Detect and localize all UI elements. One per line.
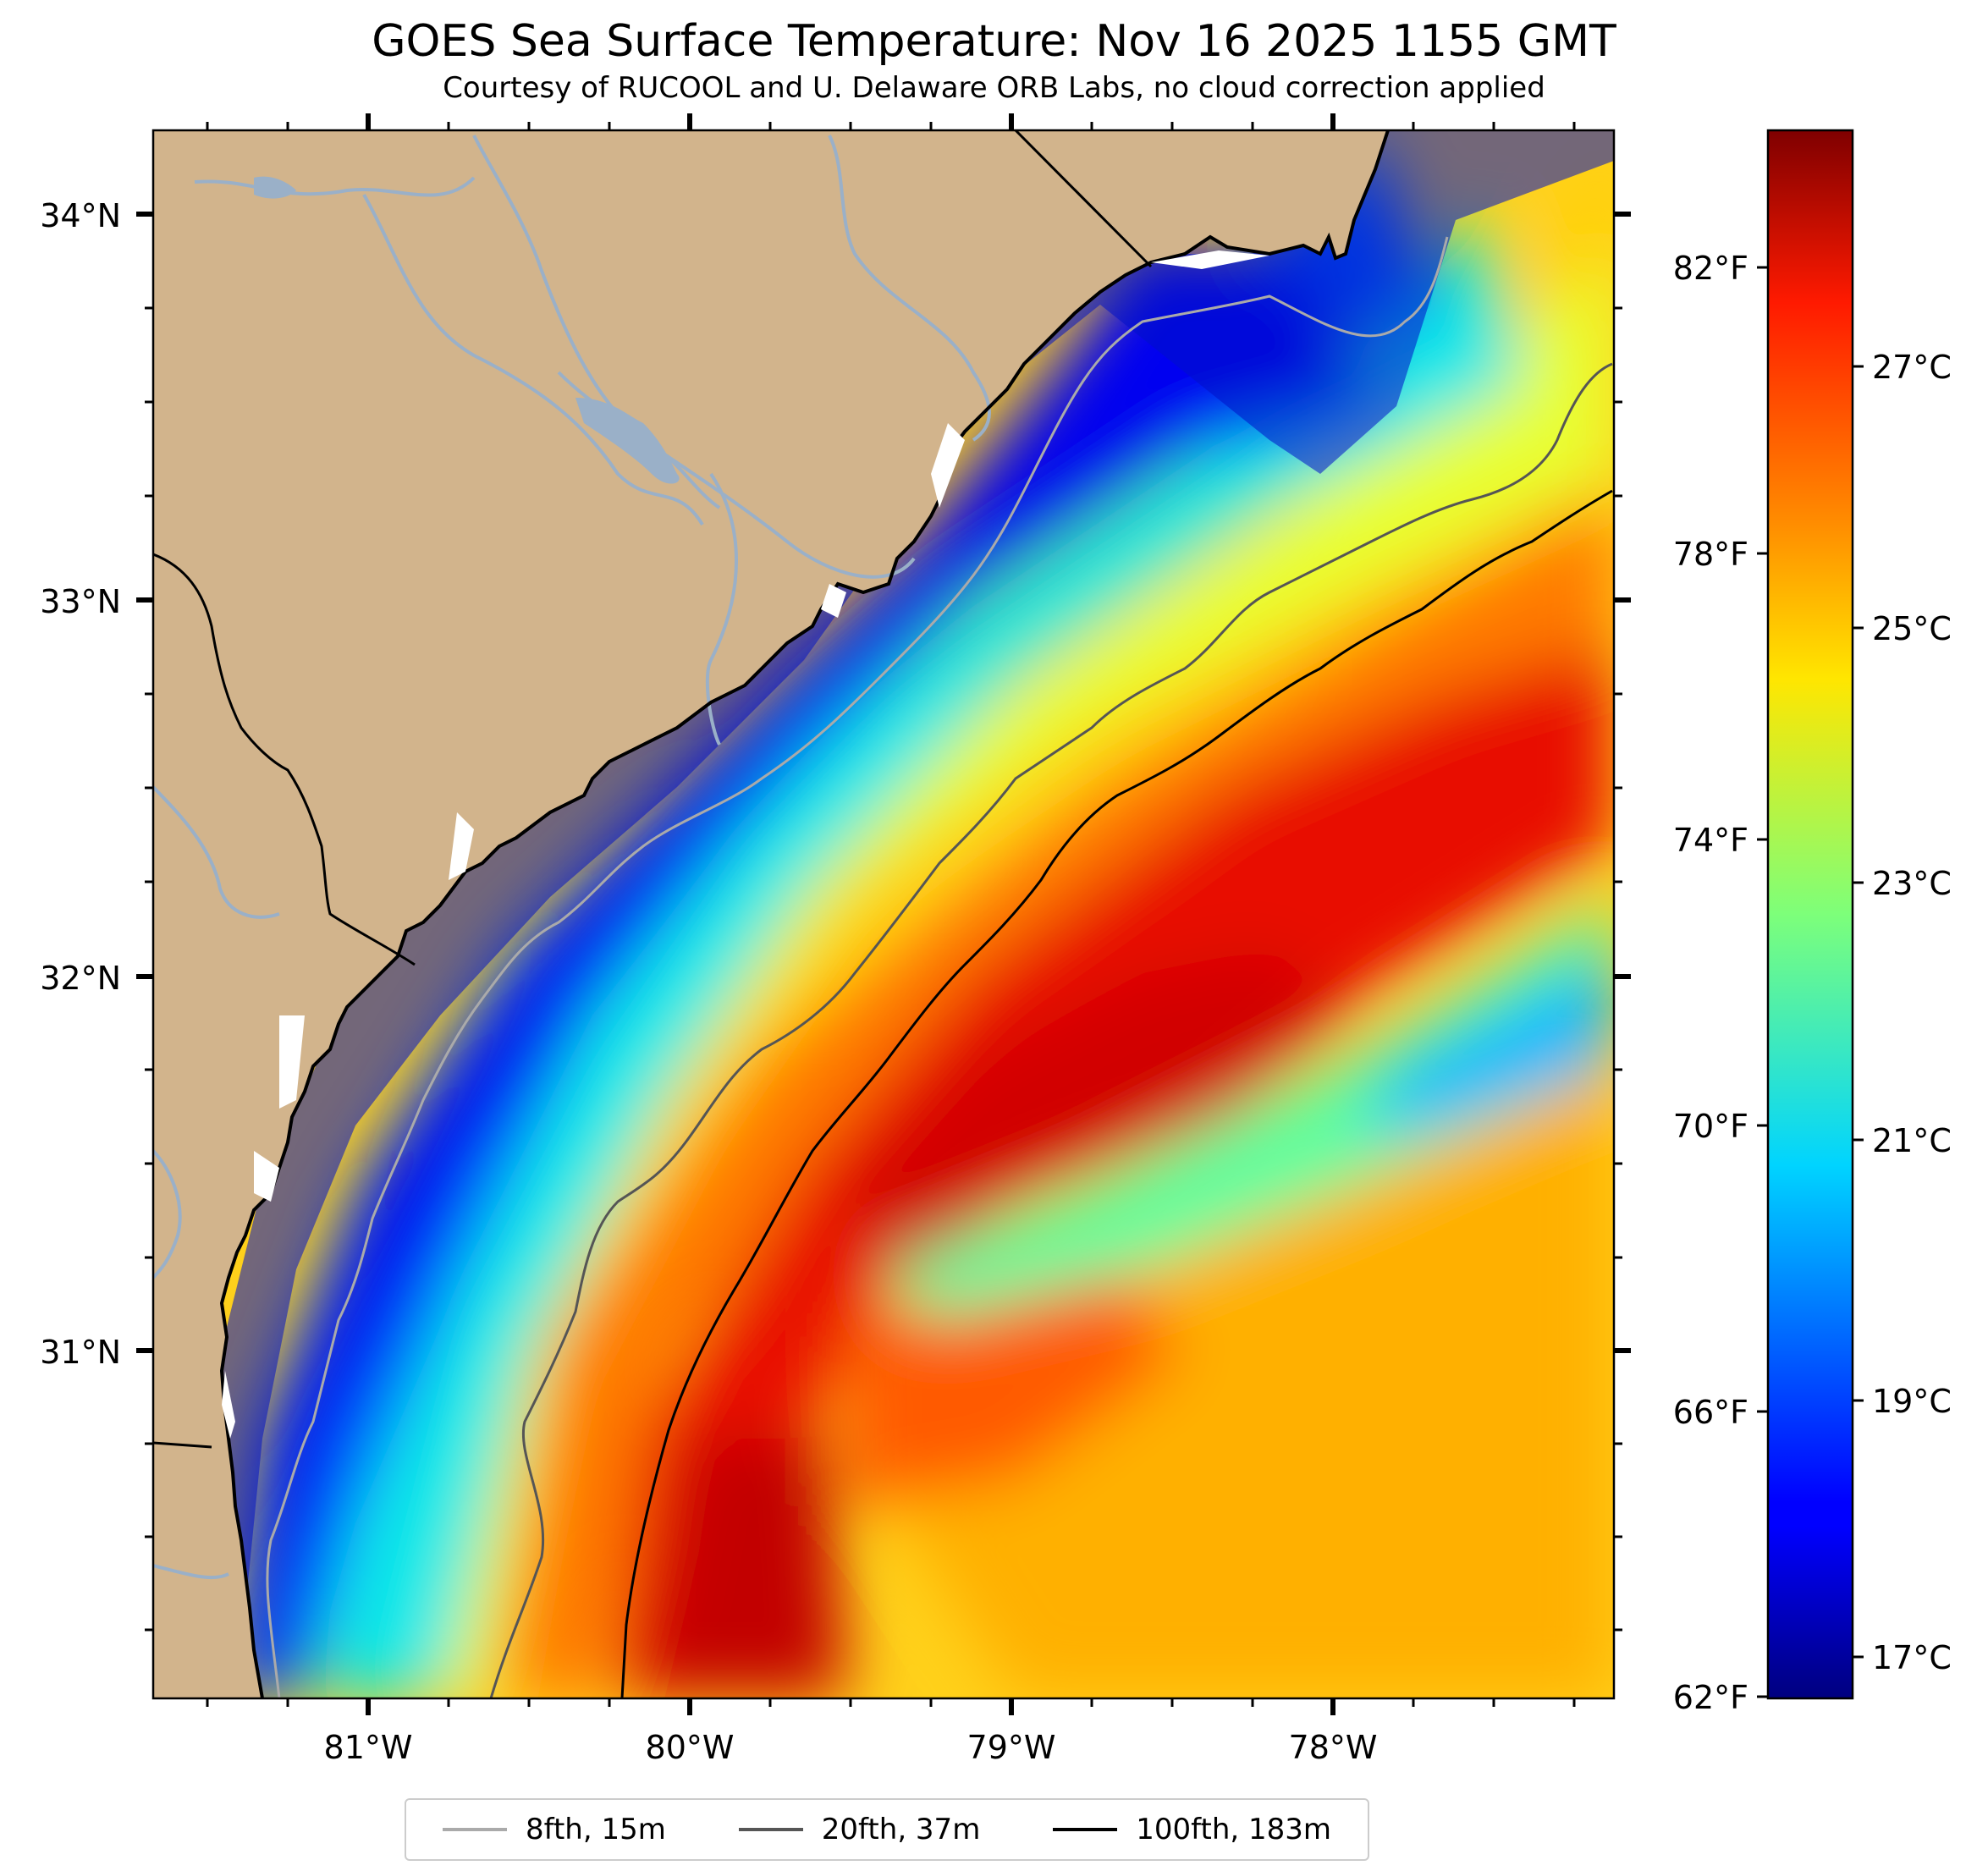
colorbar-c-label: 21°C xyxy=(1872,1122,1952,1159)
lat-label-32: 32°N xyxy=(40,960,121,997)
legend-label: 20fth, 37m xyxy=(821,1813,981,1846)
colorbar-c-label: 17°C xyxy=(1872,1639,1952,1676)
lat-label-33: 33°N xyxy=(40,583,121,620)
lake xyxy=(254,176,296,199)
colorbar-f-label: 70°F xyxy=(1673,1108,1748,1145)
legend-item-100fth: 100fth, 183m xyxy=(1053,1813,1331,1846)
map-subtitle: Courtesy of RUCOOL and U. Delaware ORB L… xyxy=(443,71,1545,105)
legend-item-20fth: 20fth, 37m xyxy=(738,1813,981,1846)
colorbar-f-label: 66°F xyxy=(1673,1394,1748,1431)
map-title: GOES Sea Surface Temperature: Nov 16 202… xyxy=(372,16,1616,67)
coastline xyxy=(219,130,1390,1698)
isobath-100fth xyxy=(620,489,1613,1698)
map-frame xyxy=(151,129,1616,1700)
colorbar-f-label: 74°F xyxy=(1673,822,1748,859)
colorbar-f-label: 78°F xyxy=(1673,536,1748,573)
colorbar-c-label: 19°C xyxy=(1872,1383,1952,1420)
map-panel xyxy=(153,130,1614,1698)
lat-label-31: 31°N xyxy=(40,1334,121,1371)
land-mass xyxy=(153,130,1388,1698)
reservoir xyxy=(575,398,680,484)
lon-label-78: 78°W xyxy=(1289,1729,1378,1766)
lon-label-80: 80°W xyxy=(646,1729,735,1766)
minor-ticks xyxy=(145,122,1622,1707)
lon-label-79: 79°W xyxy=(967,1729,1056,1766)
colorbar-c-label: 27°C xyxy=(1872,349,1952,386)
isobath-legend: 8fth, 15m 20fth, 37m 100fth, 183m xyxy=(405,1798,1369,1861)
legend-label: 100fth, 183m xyxy=(1136,1813,1332,1846)
legend-swatch-black xyxy=(1053,1828,1118,1831)
lon-label-81: 81°W xyxy=(324,1729,413,1766)
masked-coastal-pixels xyxy=(222,250,1269,1439)
colorbar-f-label: 62°F xyxy=(1673,1679,1748,1716)
legend-item-8fth: 8fth, 15m xyxy=(442,1813,666,1846)
legend-swatch-dark-gray xyxy=(738,1828,803,1831)
major-ticks xyxy=(136,113,1631,1715)
colorbar xyxy=(1766,129,1854,1700)
isobath-8fth xyxy=(266,236,1449,1698)
legend-swatch-light-gray xyxy=(442,1828,507,1831)
colorbar-f-label: 82°F xyxy=(1673,250,1748,287)
lat-label-34: 34°N xyxy=(40,197,121,234)
colorbar-c-ticks xyxy=(1853,365,1864,1659)
rivers xyxy=(153,135,991,1580)
colorbar-f-ticks xyxy=(1757,266,1768,1698)
colorbar-c-label: 23°C xyxy=(1872,865,1952,902)
state-borders xyxy=(153,130,1153,1449)
legend-label: 8fth, 15m xyxy=(525,1813,666,1846)
colorbar-c-label: 25°C xyxy=(1872,610,1952,647)
isobath-20fth xyxy=(489,362,1613,1698)
